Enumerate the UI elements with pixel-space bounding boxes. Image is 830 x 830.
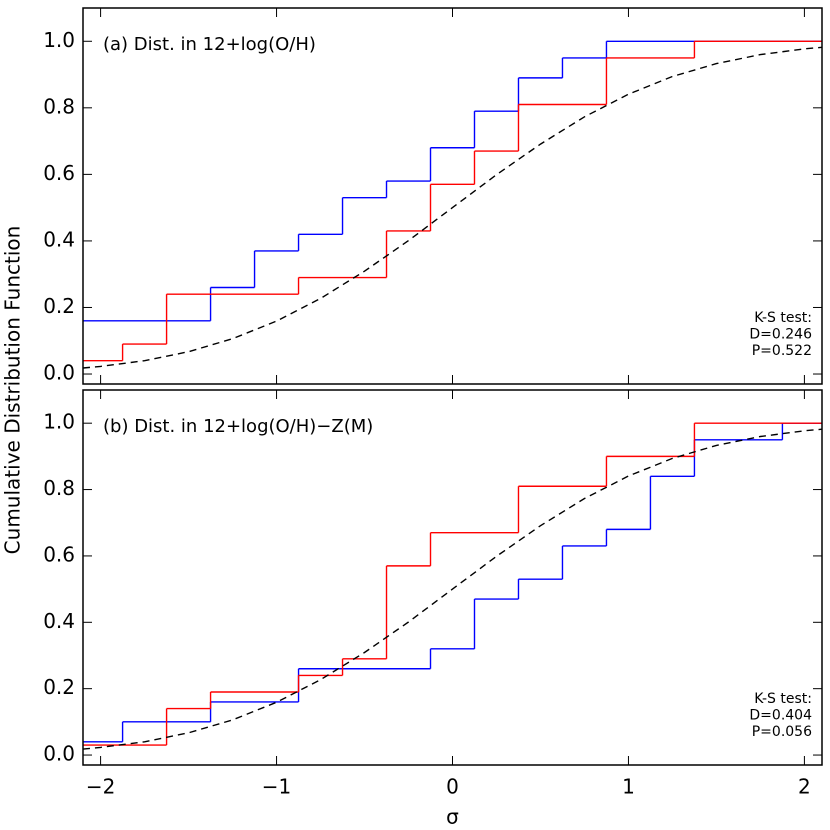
ks-stat: P=0.522 bbox=[752, 343, 812, 359]
y-tick-label: 0.6 bbox=[43, 542, 75, 566]
y-tick-label: 1.0 bbox=[43, 410, 75, 434]
cdf-curve bbox=[82, 46, 823, 369]
ks-stat: D=0.246 bbox=[749, 327, 812, 343]
panel-title: (a) Dist. in 12+log(O/H) bbox=[103, 34, 316, 55]
y-tick-label: 0.4 bbox=[43, 227, 75, 251]
x-tick-label: 0 bbox=[446, 775, 459, 799]
ks-stat: D=0.404 bbox=[749, 708, 812, 724]
y-tick-label: 0.6 bbox=[43, 161, 75, 185]
plot-frame bbox=[82, 7, 823, 385]
ks-stat: P=0.056 bbox=[752, 724, 812, 740]
y-tick-label: 0.8 bbox=[43, 476, 75, 500]
x-tick-label: 1 bbox=[622, 775, 635, 799]
y-tick-label: 1.0 bbox=[43, 28, 75, 52]
x-tick-label: 2 bbox=[798, 775, 811, 799]
x-tick-label: −2 bbox=[86, 775, 115, 799]
y-tick-label: 0.8 bbox=[43, 94, 75, 118]
y-tick-label: 0.2 bbox=[43, 675, 75, 699]
ks-stat: K-S test: bbox=[754, 310, 812, 326]
plot-frame bbox=[82, 389, 823, 766]
x-axis-label: σ bbox=[446, 805, 459, 829]
y-tick-label: 0.4 bbox=[43, 609, 75, 633]
ks-stat: K-S test: bbox=[754, 691, 812, 707]
panel-title: (b) Dist. in 12+log(O/H)−Z(M) bbox=[103, 416, 373, 437]
x-tick-label: −1 bbox=[262, 775, 291, 799]
cdf-curve bbox=[82, 428, 823, 750]
y-tick-label: 0.0 bbox=[43, 742, 75, 766]
y-tick-label: 0.2 bbox=[43, 294, 75, 318]
y-axis-label: Cumulative Distribution Function bbox=[1, 226, 25, 555]
y-tick-label: 0.0 bbox=[43, 361, 75, 385]
